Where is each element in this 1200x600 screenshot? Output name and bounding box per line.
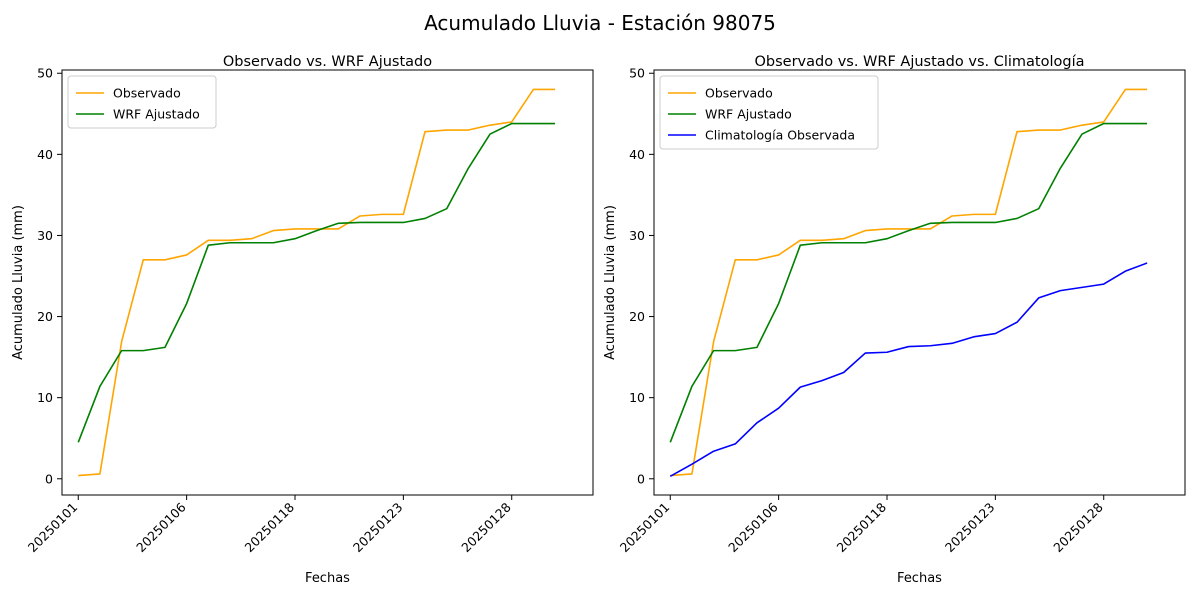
series-line [670,88,1148,477]
y-axis-label: Acumulado Lluvia (mm) [603,205,618,360]
legend-label: Observado [113,86,181,101]
y-axis-label: Acumulado Lluvia (mm) [11,205,26,360]
x-tick-label: 20250128 [1050,499,1106,555]
chart-panel-right: Observado vs. WRF Ajustado vs. Climatolo… [603,54,1186,586]
x-tick-label: 20250106 [133,499,189,555]
x-tick-label: 20250101 [617,500,673,556]
x-tick-label: 20250128 [458,499,514,555]
x-tick-label: 20250106 [725,499,781,555]
legend-label: WRF Ajustado [113,107,200,122]
y-tick-label: 20 [629,309,645,324]
x-tick-label: 20250118 [242,499,298,555]
y-tick-label: 40 [37,147,53,162]
y-tick-label: 30 [629,228,645,243]
legend: Observado WRF Ajustado [67,75,217,129]
plot-frame [653,69,1186,496]
x-axis-label: Fechas [305,571,350,586]
y-tick-label: 30 [37,228,53,243]
x-tick-label: 20250101 [25,500,81,556]
y-tick-label: 10 [37,390,53,405]
chart-panel-left: Observado vs. WRF Ajustado 0 10 20 30 40 50 202… [11,54,594,586]
legend: Observado WRF Ajustado Climatología Observ… [659,75,879,150]
y-tick-label: 20 [37,309,53,324]
legend-label: WRF Ajustado [705,107,792,122]
plot-frame [61,69,594,496]
y-tick-label: 10 [629,390,645,405]
y-tick-label: 40 [629,147,645,162]
legend-frame [659,75,879,150]
series-line [669,262,1148,478]
chart-title: Observado vs. WRF Ajustado vs. Climatolo… [755,54,1085,70]
x-axis-label: Fechas [897,571,942,586]
y-tick-label: 0 [45,471,53,486]
legend-label: Observado [705,86,773,101]
y-tick-label: 50 [37,66,53,81]
x-tick-label: 20250118 [834,499,890,555]
series-line [77,122,556,443]
series-line [78,88,556,477]
chart-title: Observado vs. WRF Ajustado [223,54,432,70]
figure-title: Acumulado Lluvia - Estación 98075 [424,11,776,35]
y-tick-label: 0 [637,471,645,486]
x-tick-label: 20250123 [942,500,998,556]
x-tick-label: 20250123 [350,500,406,556]
y-tick-label: 50 [629,66,645,81]
series-line [669,122,1148,443]
legend-label: Climatología Observada [705,128,855,143]
legend-frame [67,75,217,129]
